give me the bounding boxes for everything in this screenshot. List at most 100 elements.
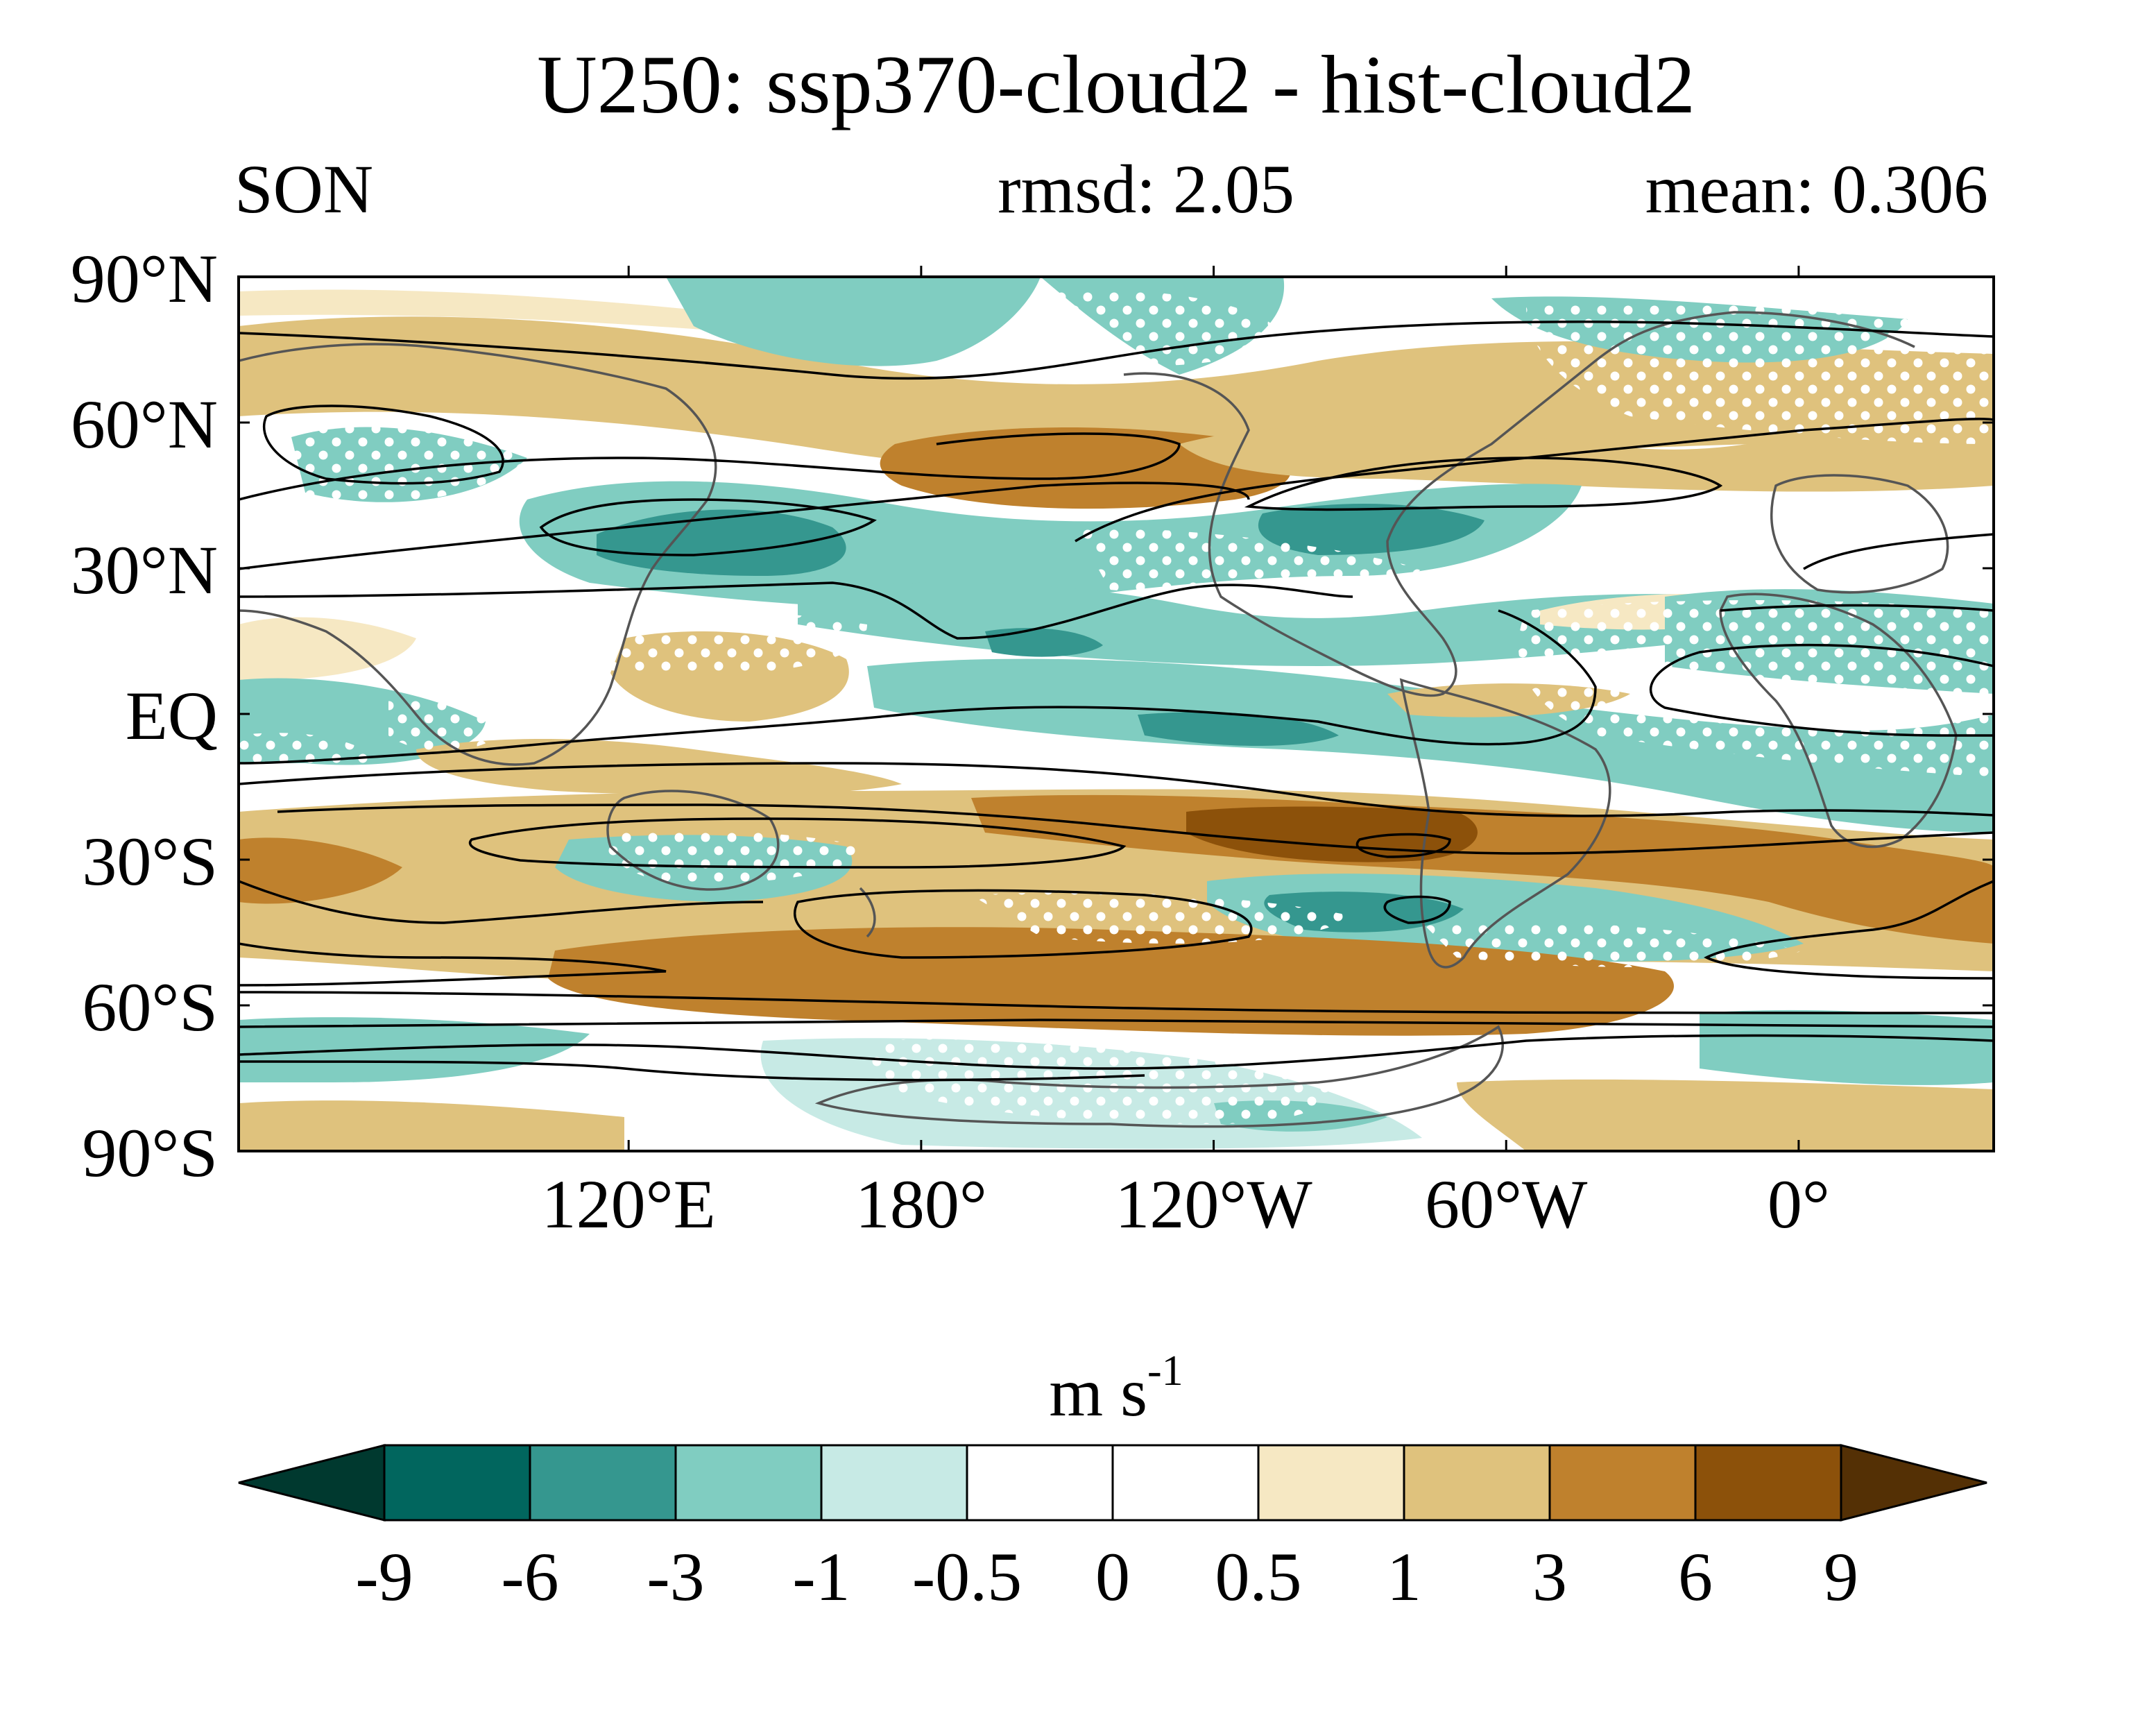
stipple-region xyxy=(291,425,527,502)
lat-tick-label: 60°S xyxy=(82,969,218,1046)
colorbar-box xyxy=(1548,1444,1697,1522)
anomaly-patch xyxy=(1700,1010,1994,1085)
anomaly-patch xyxy=(985,628,1103,657)
colorbar-extend-high xyxy=(1840,1444,1987,1522)
colorbar-tick-label: 1 xyxy=(1387,1538,1421,1615)
anomaly-patch xyxy=(239,837,402,904)
colorbar-box xyxy=(1111,1444,1260,1522)
colorbar-extend-low xyxy=(238,1444,386,1522)
coastline xyxy=(1770,474,1949,594)
contour-line xyxy=(1075,417,1994,543)
colorbar-box xyxy=(1694,1444,1842,1522)
colorbar-box xyxy=(1257,1444,1405,1522)
latitude-axis: 90°N 60°N 30°N EQ 30°S 60°S 90°S xyxy=(71,240,1994,1191)
stipple-region xyxy=(605,830,867,883)
map-panel xyxy=(239,277,1994,1151)
contour-line xyxy=(1704,880,1994,980)
lat-tick-label: EQ xyxy=(126,677,218,754)
climatology-contours xyxy=(239,321,1994,1082)
contour-line xyxy=(239,432,1181,501)
lat-tick-label: 90°N xyxy=(71,240,218,317)
anomaly-patch xyxy=(239,1100,624,1151)
contour-line xyxy=(262,405,504,485)
contour-line xyxy=(1383,895,1451,924)
lon-tick-label: 0° xyxy=(1768,1166,1830,1243)
contour-line xyxy=(239,581,1353,640)
coastline xyxy=(606,790,780,891)
colorbar-tick-label: 0 xyxy=(1095,1538,1130,1615)
colorbar-tick-label: -3 xyxy=(647,1538,704,1615)
lat-tick-label: 30°N xyxy=(71,531,218,608)
colorbar xyxy=(238,1444,1987,1522)
anomaly-patch xyxy=(1186,806,1478,862)
colorbar-tick-label: -0.5 xyxy=(912,1538,1022,1615)
colorbar-tick-label: 3 xyxy=(1532,1538,1567,1615)
contour-line xyxy=(239,880,764,924)
stipple-region xyxy=(1526,303,1994,444)
colorbar-box xyxy=(529,1444,677,1522)
rmsd-label: rmsd: 2.05 xyxy=(998,151,1294,228)
anomaly-patch xyxy=(239,1017,590,1082)
contour-line xyxy=(1803,533,1994,570)
colorbar-box xyxy=(966,1444,1114,1522)
lon-tick-label: 60°W xyxy=(1425,1166,1588,1243)
lon-tick-label: 120°E xyxy=(542,1166,716,1243)
season-label: SON xyxy=(234,151,373,228)
colorbar-box xyxy=(820,1444,968,1522)
stipple-region xyxy=(1041,289,1283,366)
colorbar-tick-label: -9 xyxy=(355,1538,413,1615)
contour-line xyxy=(239,321,1994,380)
contour-line xyxy=(468,817,1127,869)
anomaly-patch xyxy=(239,617,416,680)
coastline xyxy=(1123,311,1915,697)
contour-line xyxy=(239,991,1994,1014)
stipple-region xyxy=(1075,527,1422,597)
lat-tick-label: 90°S xyxy=(82,1114,218,1191)
stipple-region xyxy=(486,603,867,675)
colorbar-box xyxy=(1403,1444,1551,1522)
mean-label: mean: 0.306 xyxy=(1645,151,1988,228)
stipple-region xyxy=(388,699,499,751)
colorbar-unit-text: m s xyxy=(1049,1354,1147,1431)
contour-line xyxy=(1720,604,1994,612)
anomaly-patch xyxy=(867,658,1994,833)
contour-line xyxy=(539,498,877,556)
coastline xyxy=(859,887,876,938)
colorbar-tick-label: -6 xyxy=(501,1538,558,1615)
anomaly-patch xyxy=(666,277,1041,366)
anomaly-patch xyxy=(416,739,902,796)
colorbar-unit: m s-1 xyxy=(1049,1347,1183,1431)
colorbar-box xyxy=(383,1444,531,1522)
anomaly-patch xyxy=(1457,1079,1994,1151)
lat-tick-label: 30°S xyxy=(82,823,218,900)
anomaly-patch xyxy=(1138,712,1339,746)
contour-line xyxy=(793,889,1253,959)
colorbar-labels: -9 -6 -3 -1 -0.5 0 0.5 1 3 6 9 xyxy=(355,1538,1858,1615)
anomaly-patch xyxy=(1258,504,1485,555)
stipple-region xyxy=(239,733,375,780)
contour-line xyxy=(239,1060,1145,1082)
contour-line xyxy=(239,482,1250,570)
colorbar-tick-label: 9 xyxy=(1824,1538,1858,1615)
contour-line xyxy=(239,1034,1994,1070)
contour-line xyxy=(1244,457,1723,511)
colorbar-tick-label: 0.5 xyxy=(1215,1538,1302,1615)
contour-line xyxy=(1355,833,1451,858)
contour-line xyxy=(239,1019,1994,1028)
anomaly-patch xyxy=(239,289,902,347)
contour-line xyxy=(1650,643,1994,737)
contour-line xyxy=(239,942,667,987)
contour-line xyxy=(239,762,1994,817)
colorbar-unit-superscript: -1 xyxy=(1147,1347,1183,1395)
lon-tick-label: 180° xyxy=(855,1166,987,1243)
coastline xyxy=(814,1025,1504,1128)
anomaly-patch xyxy=(548,927,1675,1036)
stipple-region xyxy=(867,1038,1331,1124)
lat-tick-label: 60°N xyxy=(71,386,218,463)
chart-title: U250: ssp370-cloud2 - hist-cloud2 xyxy=(537,38,1695,130)
stipple-region xyxy=(971,892,1353,944)
longitude-axis: 120°E 180° 120°W 60°W 0° xyxy=(542,266,1830,1243)
contour-line xyxy=(277,803,1994,855)
contour-line xyxy=(239,609,1597,765)
